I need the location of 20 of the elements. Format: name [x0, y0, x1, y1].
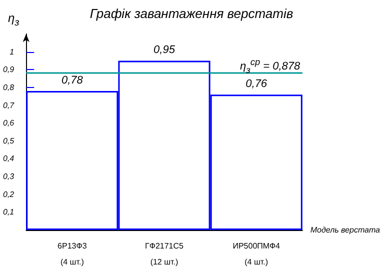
y-tick-label: 0,6 — [2, 118, 15, 128]
y-tick-label: 0,2 — [2, 190, 15, 199]
y-tick-label: 0,3 — [2, 172, 15, 182]
y-axis-title: η$_{з}$ — [8, 10, 20, 30]
x-tick-label: 6Р13Ф3 (4 шт.) — [58, 242, 88, 266]
data-label: 0,78 — [61, 74, 84, 87]
x-tick-label: ГФ2171С5 (12 шт.) — [145, 242, 184, 266]
y-tick-label: 0,4 — [2, 154, 15, 164]
y-tick-label: 1 — [10, 47, 14, 56]
data-label: 0,76 — [246, 78, 268, 90]
chart-title: Графік завантаження верстатів — [90, 6, 294, 21]
data-label: 0,95 — [154, 44, 176, 56]
y-tick-label: 0,1 — [2, 208, 14, 217]
x-tick-label: ИР500ПМФ4 (4 шт.) — [232, 242, 281, 266]
ref-line-label: η$_{з}$$^{ср}$ = 0,878 — [240, 56, 300, 76]
y-tick-label: 0,9 — [2, 65, 15, 74]
y-tick-label: 0,7 — [2, 100, 15, 110]
y-tick-label: 0,8 — [2, 82, 15, 92]
x-axis-title: Модель верстата — [310, 226, 381, 234]
y-tick-label: 0,5 — [2, 136, 15, 146]
